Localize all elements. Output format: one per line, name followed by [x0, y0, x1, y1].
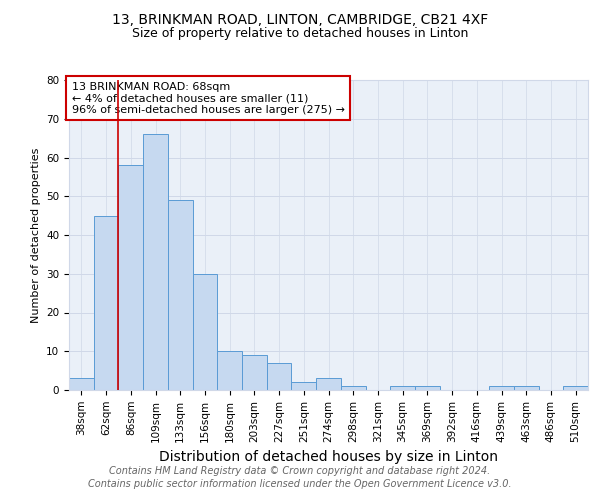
Bar — [242, 355, 267, 390]
Bar — [168, 200, 193, 390]
Bar — [267, 363, 292, 390]
X-axis label: Distribution of detached houses by size in Linton: Distribution of detached houses by size … — [159, 450, 498, 464]
Y-axis label: Number of detached properties: Number of detached properties — [31, 148, 41, 322]
Bar — [69, 378, 94, 390]
Text: Size of property relative to detached houses in Linton: Size of property relative to detached ho… — [132, 28, 468, 40]
Bar — [563, 386, 588, 390]
Bar — [193, 274, 217, 390]
Bar — [514, 386, 539, 390]
Text: 13 BRINKMAN ROAD: 68sqm
← 4% of detached houses are smaller (11)
96% of semi-det: 13 BRINKMAN ROAD: 68sqm ← 4% of detached… — [71, 82, 344, 115]
Bar — [341, 386, 365, 390]
Text: Contains HM Land Registry data © Crown copyright and database right 2024.: Contains HM Land Registry data © Crown c… — [109, 466, 491, 476]
Bar — [292, 382, 316, 390]
Text: 13, BRINKMAN ROAD, LINTON, CAMBRIDGE, CB21 4XF: 13, BRINKMAN ROAD, LINTON, CAMBRIDGE, CB… — [112, 12, 488, 26]
Text: Contains public sector information licensed under the Open Government Licence v3: Contains public sector information licen… — [88, 479, 512, 489]
Bar — [316, 378, 341, 390]
Bar — [94, 216, 118, 390]
Bar — [217, 351, 242, 390]
Bar — [489, 386, 514, 390]
Bar — [415, 386, 440, 390]
Bar — [143, 134, 168, 390]
Bar — [390, 386, 415, 390]
Bar — [118, 165, 143, 390]
